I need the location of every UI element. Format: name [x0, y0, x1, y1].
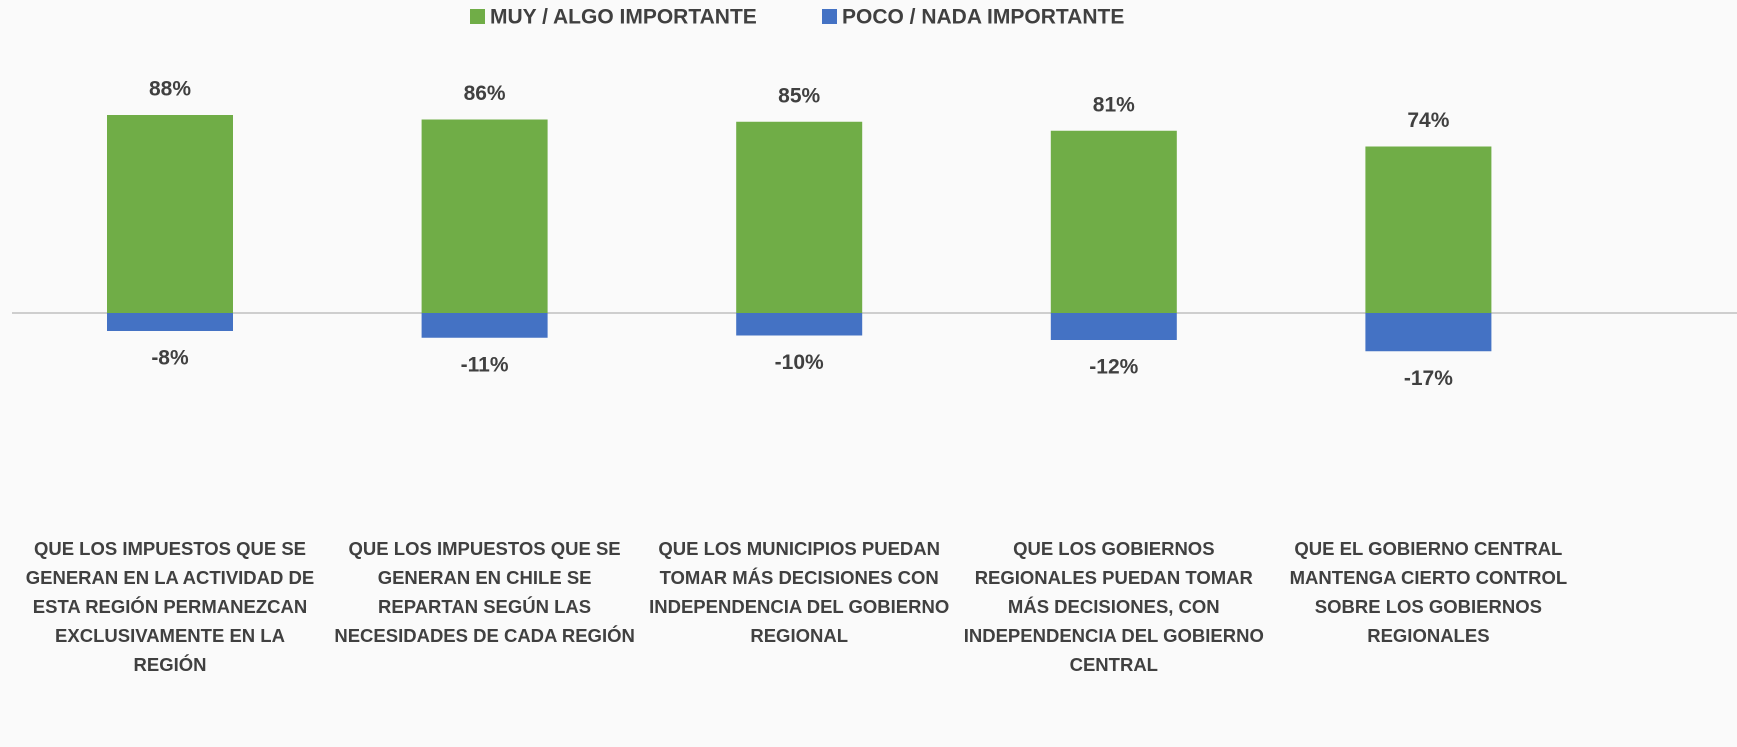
- legend-swatch: [470, 9, 485, 24]
- bar: [1050, 313, 1177, 340]
- bar: [421, 313, 548, 338]
- data-label: -8%: [151, 347, 189, 370]
- bar: [107, 115, 233, 313]
- x-tick-label: QUE LOS GOBIERNOS REGIONALES PUEDAN TOMA…: [963, 538, 1264, 675]
- bar: [1365, 313, 1492, 352]
- bar: [107, 313, 233, 331]
- bar: [1050, 130, 1177, 313]
- x-tick-label: QUE EL GOBIERNO CENTRAL MANTENGA CIERTO …: [1289, 538, 1568, 646]
- x-tick-label: QUE LOS IMPUESTOS QUE SE GENERAN EN LA A…: [25, 538, 315, 675]
- data-label: 86%: [464, 82, 506, 105]
- data-label: 85%: [778, 84, 820, 107]
- data-label: -12%: [1089, 356, 1138, 379]
- data-label: -11%: [461, 353, 509, 376]
- bar: [421, 119, 548, 313]
- data-label: 88%: [149, 78, 191, 101]
- data-label: 81%: [1093, 93, 1135, 116]
- x-tick-label: QUE LOS IMPUESTOS QUE SE GENERAN EN CHIL…: [334, 538, 635, 646]
- data-label: 74%: [1407, 109, 1449, 132]
- legend-swatch: [822, 9, 837, 24]
- data-label: -17%: [1404, 367, 1453, 390]
- bar: [736, 121, 863, 313]
- data-label: -10%: [775, 351, 824, 374]
- legend-label: MUY / ALGO IMPORTANTE: [490, 6, 757, 29]
- x-tick-label: QUE LOS MUNICIPIOS PUEDAN TOMAR MÁS DECI…: [649, 538, 950, 646]
- legend-label: POCO / NADA IMPORTANTE: [842, 6, 1124, 29]
- bar: [1365, 146, 1492, 313]
- bar: [736, 313, 863, 336]
